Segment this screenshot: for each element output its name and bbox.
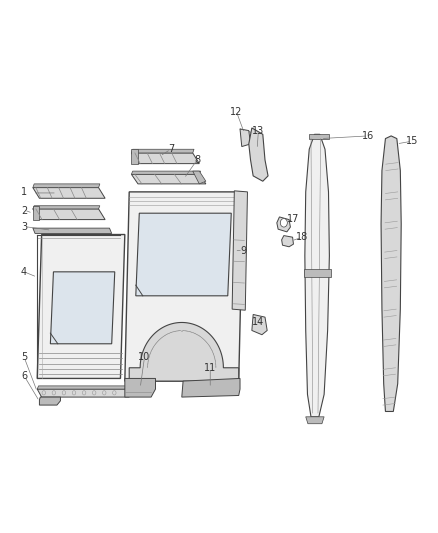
Polygon shape xyxy=(37,386,126,389)
Polygon shape xyxy=(129,322,239,381)
Polygon shape xyxy=(182,378,240,397)
Text: 16: 16 xyxy=(362,131,374,141)
Polygon shape xyxy=(131,174,206,184)
Text: 12: 12 xyxy=(230,107,243,117)
Polygon shape xyxy=(282,236,293,247)
Polygon shape xyxy=(33,228,112,233)
Polygon shape xyxy=(306,417,324,424)
Polygon shape xyxy=(33,206,100,209)
Text: 14: 14 xyxy=(252,318,265,327)
Text: 15: 15 xyxy=(406,136,418,146)
Polygon shape xyxy=(125,192,243,381)
Text: 4: 4 xyxy=(21,267,27,277)
Polygon shape xyxy=(131,149,194,153)
Polygon shape xyxy=(249,128,268,181)
Polygon shape xyxy=(33,206,39,220)
Polygon shape xyxy=(33,209,105,220)
Polygon shape xyxy=(252,314,267,335)
Text: 13: 13 xyxy=(252,126,265,135)
Text: 11: 11 xyxy=(204,363,216,373)
Text: 5: 5 xyxy=(21,352,27,362)
Polygon shape xyxy=(136,213,231,296)
Polygon shape xyxy=(309,134,328,139)
Polygon shape xyxy=(277,217,290,232)
Polygon shape xyxy=(33,188,105,198)
Polygon shape xyxy=(305,134,329,417)
Text: 6: 6 xyxy=(21,371,27,381)
Polygon shape xyxy=(232,191,247,310)
Polygon shape xyxy=(381,136,401,411)
Polygon shape xyxy=(193,171,206,184)
Text: 9: 9 xyxy=(240,246,246,255)
Polygon shape xyxy=(39,397,60,405)
Polygon shape xyxy=(33,184,100,188)
Circle shape xyxy=(280,219,287,227)
Text: 2: 2 xyxy=(21,206,27,215)
Polygon shape xyxy=(131,171,201,174)
Polygon shape xyxy=(125,378,155,397)
Text: 7: 7 xyxy=(168,144,174,154)
Text: 1: 1 xyxy=(21,187,27,197)
Text: 3: 3 xyxy=(21,222,27,231)
Polygon shape xyxy=(50,272,115,344)
Text: 10: 10 xyxy=(138,352,151,362)
Polygon shape xyxy=(304,269,331,277)
Text: 8: 8 xyxy=(194,155,200,165)
Polygon shape xyxy=(37,389,129,397)
Polygon shape xyxy=(131,149,138,164)
Polygon shape xyxy=(240,129,251,147)
Text: 17: 17 xyxy=(287,214,300,223)
Polygon shape xyxy=(131,153,199,164)
Polygon shape xyxy=(37,235,125,378)
Text: 18: 18 xyxy=(296,232,308,242)
